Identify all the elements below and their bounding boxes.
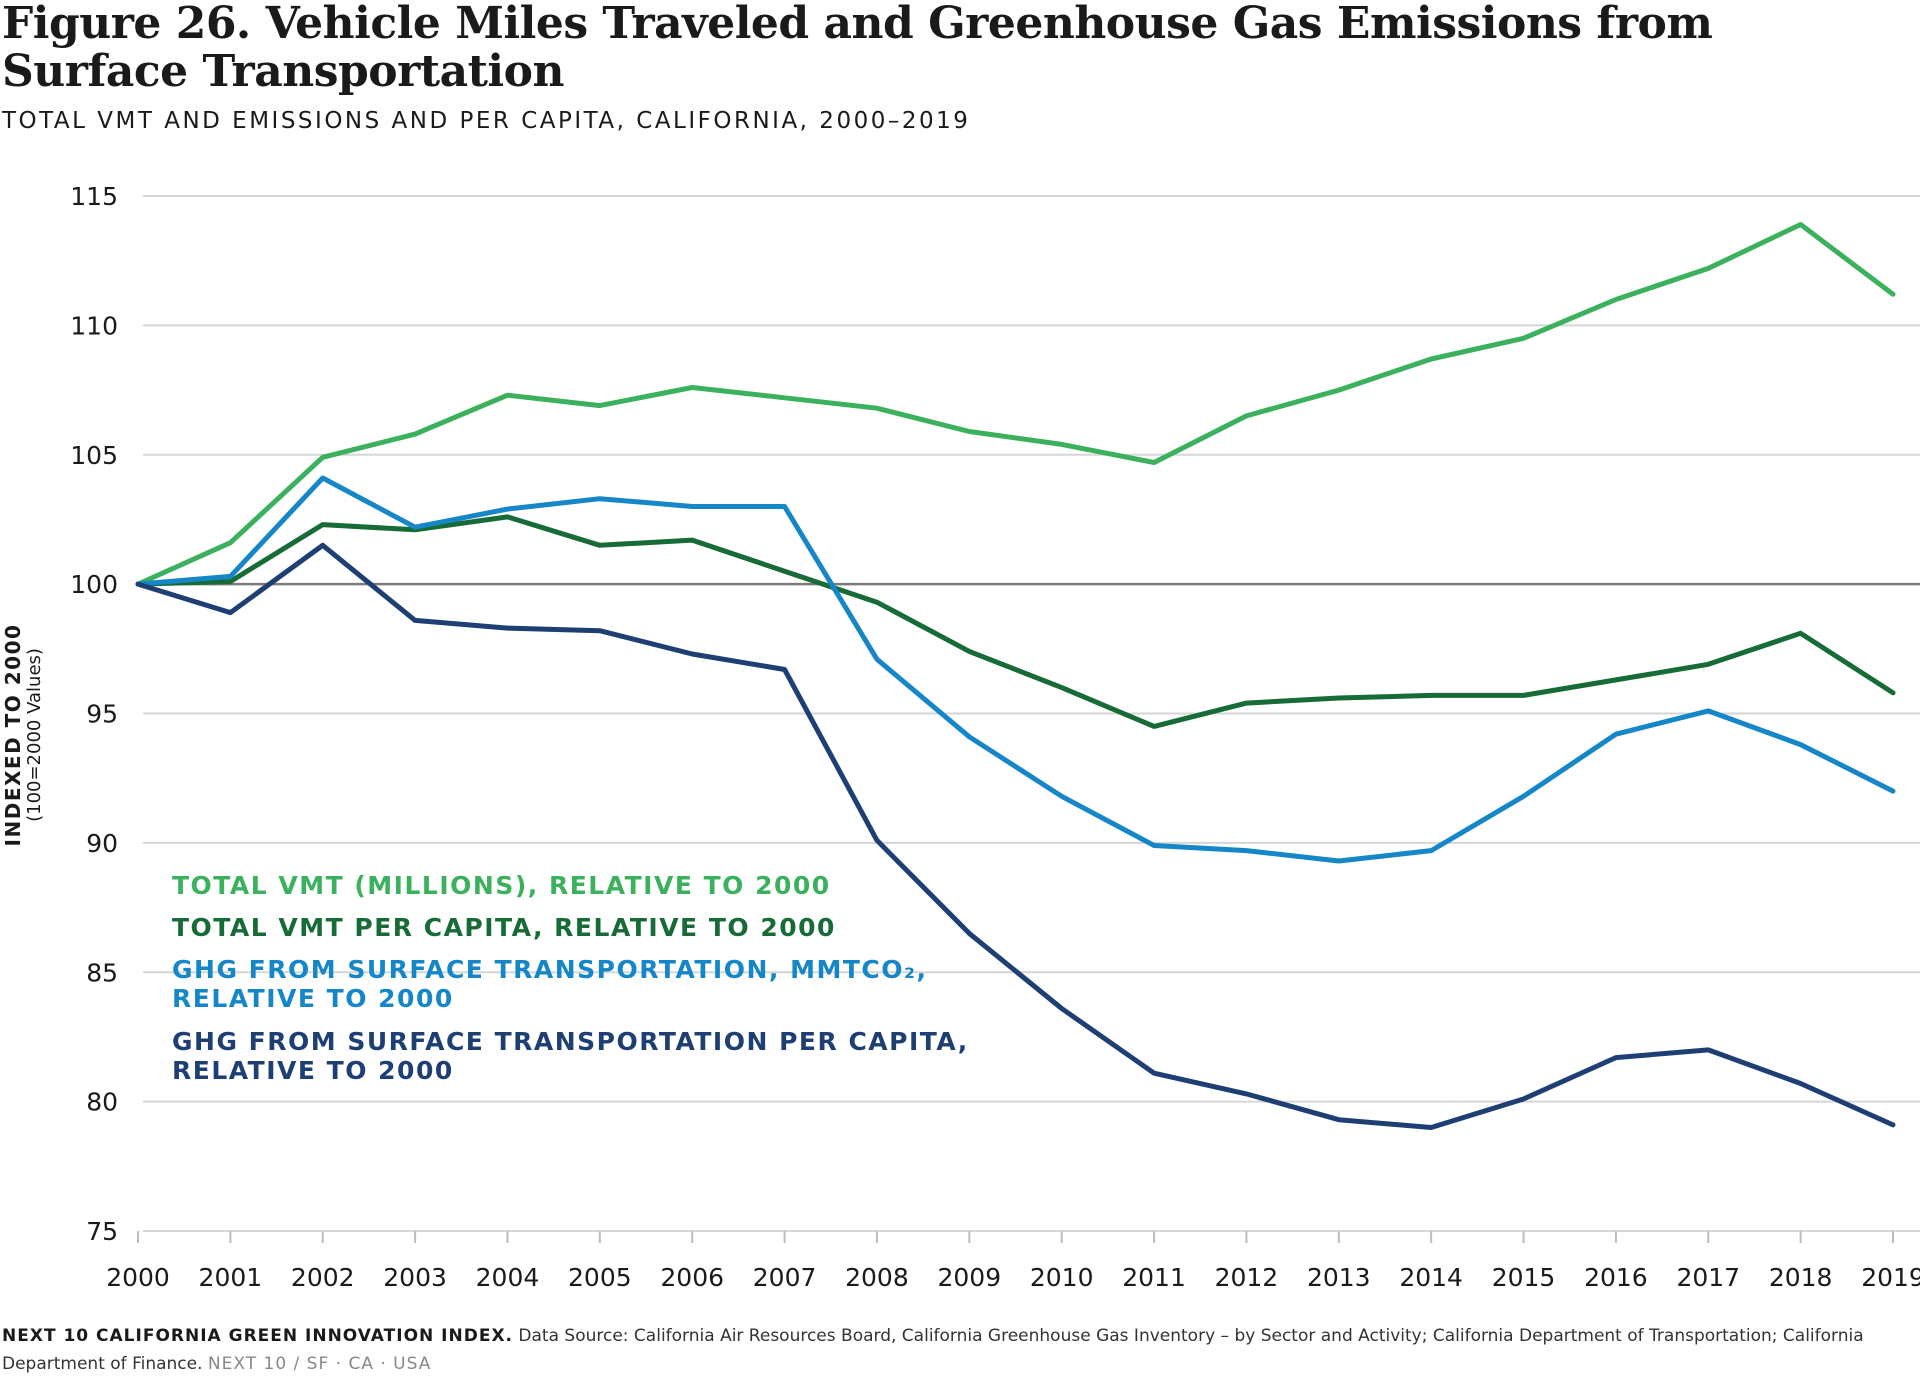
x-tick-label: 2006 <box>660 1263 724 1292</box>
x-tick-label: 2002 <box>291 1263 355 1292</box>
x-tick-label: 2018 <box>1769 1263 1833 1292</box>
chart-subtitle: TOTAL VMT AND EMISSIONS AND PER CAPITA, … <box>2 108 971 134</box>
legend-entry-4: GHG FROM SURFACE TRANSPORTATION PER CAPI… <box>172 1027 969 1056</box>
y-tick-label: 95 <box>86 700 118 729</box>
legend-entry-3: GHG FROM SURFACE TRANSPORTATION, MMTCO₂, <box>172 955 927 984</box>
y-axis-label: INDEXED TO 2000 <box>1 624 25 847</box>
footer-source: Data Source: California Air Resources Bo… <box>2 1326 1864 1374</box>
series-line-3 <box>135 475 1896 864</box>
y-tick-label: 115 <box>70 182 118 211</box>
y-tick-label: 90 <box>86 829 118 858</box>
y-tick-label: 85 <box>86 958 118 987</box>
footer-brand: NEXT 10 CALIFORNIA GREEN INNOVATION INDE… <box>2 1326 514 1346</box>
y-axis-sublabel: (100=2000 Values) <box>24 648 45 822</box>
x-tick-label: 2017 <box>1676 1263 1740 1292</box>
x-tick-label: 2003 <box>383 1263 447 1292</box>
grid-layer <box>143 195 1920 1232</box>
footer: NEXT 10 CALIFORNIA GREEN INNOVATION INDE… <box>2 1322 1902 1378</box>
x-tick-label: 2005 <box>568 1263 632 1292</box>
x-tick-label: 2012 <box>1215 1263 1279 1292</box>
x-tick-label: 2013 <box>1307 1263 1371 1292</box>
y-tick-label: 75 <box>86 1217 118 1246</box>
chart-title: Figure 26. Vehicle Miles Traveled and Gr… <box>2 0 1713 97</box>
x-tick-label: 2015 <box>1492 1263 1556 1292</box>
x-tick-label: 2016 <box>1584 1263 1648 1292</box>
y-tick-label: 110 <box>70 311 118 340</box>
series-line-2 <box>135 514 1896 729</box>
x-tick-label: 2004 <box>476 1263 540 1292</box>
footer-location: NEXT 10 / SF · CA · USA <box>207 1354 432 1374</box>
series-line-1 <box>135 222 1896 587</box>
series-layer <box>135 222 1896 1130</box>
x-tick-label: 2014 <box>1399 1263 1463 1292</box>
axis-layer: 75 80 85 90 95 100 105 110 115 2000 2001 2002 2003 20… <box>70 182 1920 1292</box>
legend-entry-2: TOTAL VMT PER CAPITA, RELATIVE TO 2000 <box>172 913 836 942</box>
x-tick-label: 2008 <box>845 1263 909 1292</box>
x-tick-label: 2010 <box>1030 1263 1094 1292</box>
legend-entry-4: RELATIVE TO 2000 <box>172 1056 454 1085</box>
x-tick-label: 2000 <box>106 1263 170 1292</box>
y-tick-label: 80 <box>86 1088 118 1117</box>
x-tick-label: 2009 <box>938 1263 1002 1292</box>
x-tick-label: 2019 <box>1861 1263 1920 1292</box>
legend-entry-3: RELATIVE TO 2000 <box>172 984 454 1013</box>
legend-entry-1: TOTAL VMT (MILLIONS), RELATIVE TO 2000 <box>172 871 831 900</box>
y-tick-label: 100 <box>70 570 118 599</box>
y-tick-label: 105 <box>70 441 118 470</box>
x-tick-label: 2011 <box>1122 1263 1186 1292</box>
series-line-4 <box>135 542 1896 1130</box>
x-tick-label: 2001 <box>199 1263 263 1292</box>
legend-layer: TOTAL VMT (MILLIONS), RELATIVE TO 2000 TO… <box>172 871 969 1085</box>
x-tick-label: 2007 <box>753 1263 817 1292</box>
